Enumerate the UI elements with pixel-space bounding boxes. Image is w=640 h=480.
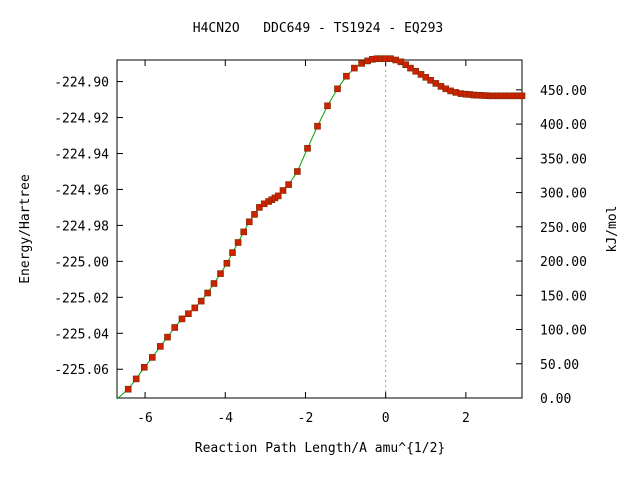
data-point (358, 60, 365, 67)
data-point (178, 315, 186, 323)
data-point (294, 168, 301, 175)
data-point (124, 385, 132, 393)
data-point (210, 280, 218, 287)
y2-tick-label: 350.00 (540, 152, 587, 167)
data-point (251, 211, 258, 218)
data-point (240, 228, 247, 236)
y-axis-label: Energy/Hartree (18, 174, 33, 284)
data-point (334, 85, 341, 93)
data-point (217, 270, 224, 277)
data-point (204, 289, 211, 297)
data-point (185, 310, 192, 318)
data-point (351, 64, 358, 72)
plot-frame (116, 59, 523, 399)
series-energy (116, 55, 526, 400)
y-tick-label: -225.00 (54, 255, 109, 270)
axis-ticks: -6 -4 -2 0 2 -225.06 -225.04 -225.02 -225.00 -224… (54, 60, 587, 426)
data-point (343, 72, 350, 80)
data-point (229, 249, 236, 256)
data-point (518, 92, 526, 100)
y-tick-label: -225.06 (54, 363, 109, 378)
y2-tick-label: 50.00 (540, 358, 579, 373)
x-tick-label: -4 (217, 411, 233, 426)
y-tick-label: -224.98 (54, 219, 109, 234)
x-tick-label: -2 (298, 411, 314, 426)
data-point (141, 363, 148, 371)
y2-tick-label: 400.00 (540, 118, 587, 133)
data-point (304, 145, 311, 152)
y-tick-label: -225.04 (54, 327, 109, 342)
y-tick-label: -225.02 (54, 291, 109, 306)
data-point (246, 218, 253, 226)
data-point (164, 333, 171, 341)
y-tick-label: -224.90 (54, 76, 109, 91)
data-point (256, 204, 263, 211)
y-tick-label: -224.94 (54, 147, 109, 162)
data-point (285, 181, 292, 188)
x-tick-label: 2 (462, 411, 470, 426)
y2-tick-label: 100.00 (540, 324, 587, 339)
x-tick-label: -6 (137, 411, 153, 426)
data-point (157, 343, 164, 350)
data-point (402, 61, 410, 69)
chart-title: H4CN2O DDC649 - TS1924 - EQ293 (193, 21, 443, 36)
data-point (279, 187, 287, 194)
y-tick-label: -224.92 (54, 112, 109, 127)
data-point (324, 102, 331, 110)
y2-tick-label: 0.00 (540, 392, 571, 407)
data-point (132, 375, 140, 383)
y2-tick-label: 450.00 (540, 84, 587, 99)
y-tick-label: -224.96 (54, 183, 109, 198)
data-point (274, 192, 282, 200)
y2-tick-label: 150.00 (540, 289, 587, 304)
data-point (191, 304, 199, 312)
y2-tick-label: 300.00 (540, 187, 587, 202)
data-point (171, 324, 178, 331)
x-tick-label: 0 (382, 411, 390, 426)
series-line (116, 58, 522, 400)
data-point (197, 297, 205, 305)
data-point (223, 259, 231, 267)
y2-tick-label: 200.00 (540, 255, 587, 270)
data-point (314, 122, 321, 130)
data-point (149, 354, 156, 361)
y2-tick-label: 250.00 (540, 221, 587, 236)
y2-axis-label: kJ/mol (605, 206, 620, 253)
data-point (234, 239, 242, 246)
x-axis-label: Reaction Path Length/A amu^{1/2} (195, 441, 445, 456)
